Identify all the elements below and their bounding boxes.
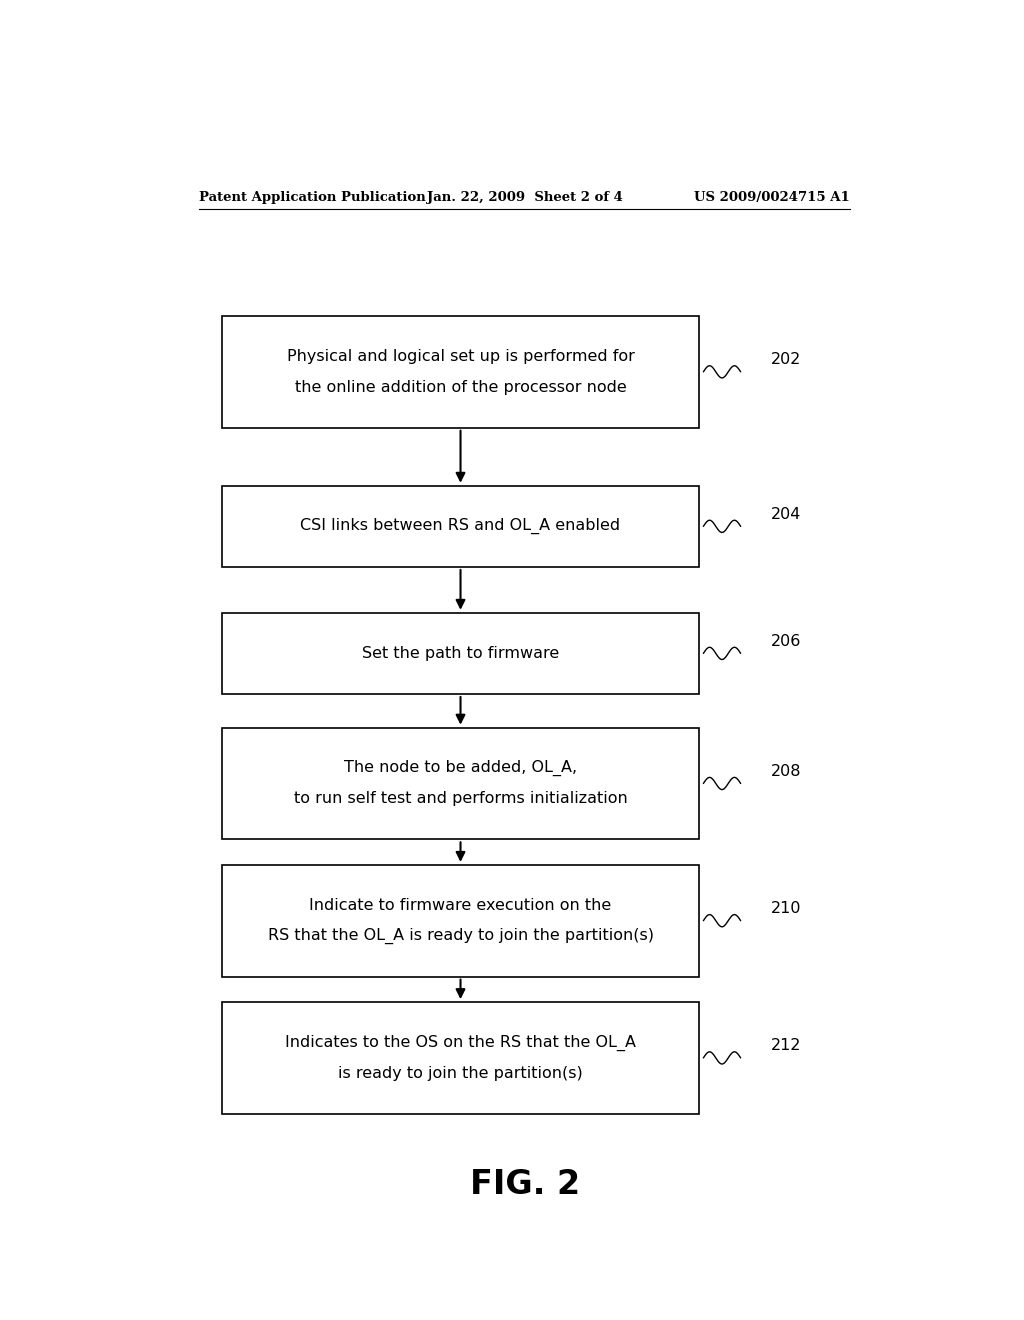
Text: Physical and logical set up is performed for: Physical and logical set up is performed… [287, 348, 635, 364]
Text: Patent Application Publication: Patent Application Publication [200, 190, 426, 203]
Text: The node to be added, OL_A,: The node to be added, OL_A, [344, 760, 578, 776]
FancyBboxPatch shape [221, 727, 699, 840]
FancyBboxPatch shape [221, 612, 699, 694]
Text: Set the path to firmware: Set the path to firmware [361, 645, 559, 661]
Text: 204: 204 [771, 507, 801, 521]
Text: 208: 208 [771, 764, 802, 779]
FancyBboxPatch shape [221, 315, 699, 428]
Text: Indicates to the OS on the RS that the OL_A: Indicates to the OS on the RS that the O… [285, 1035, 636, 1051]
Text: is ready to join the partition(s): is ready to join the partition(s) [338, 1065, 583, 1081]
Text: RS that the OL_A is ready to join the partition(s): RS that the OL_A is ready to join the pa… [267, 928, 653, 944]
Text: FIG. 2: FIG. 2 [470, 1168, 580, 1201]
Text: the online addition of the processor node: the online addition of the processor nod… [295, 380, 627, 395]
Text: 202: 202 [771, 352, 801, 367]
Text: Indicate to firmware execution on the: Indicate to firmware execution on the [309, 898, 611, 913]
FancyBboxPatch shape [221, 865, 699, 977]
FancyBboxPatch shape [221, 1002, 699, 1114]
Text: 210: 210 [771, 902, 802, 916]
FancyBboxPatch shape [221, 486, 699, 568]
Text: to run self test and performs initialization: to run self test and performs initializa… [294, 791, 628, 807]
Text: 212: 212 [771, 1039, 802, 1053]
Text: US 2009/0024715 A1: US 2009/0024715 A1 [694, 190, 850, 203]
Text: Jan. 22, 2009  Sheet 2 of 4: Jan. 22, 2009 Sheet 2 of 4 [427, 190, 623, 203]
Text: 206: 206 [771, 634, 801, 648]
Text: CSI links between RS and OL_A enabled: CSI links between RS and OL_A enabled [300, 519, 621, 535]
